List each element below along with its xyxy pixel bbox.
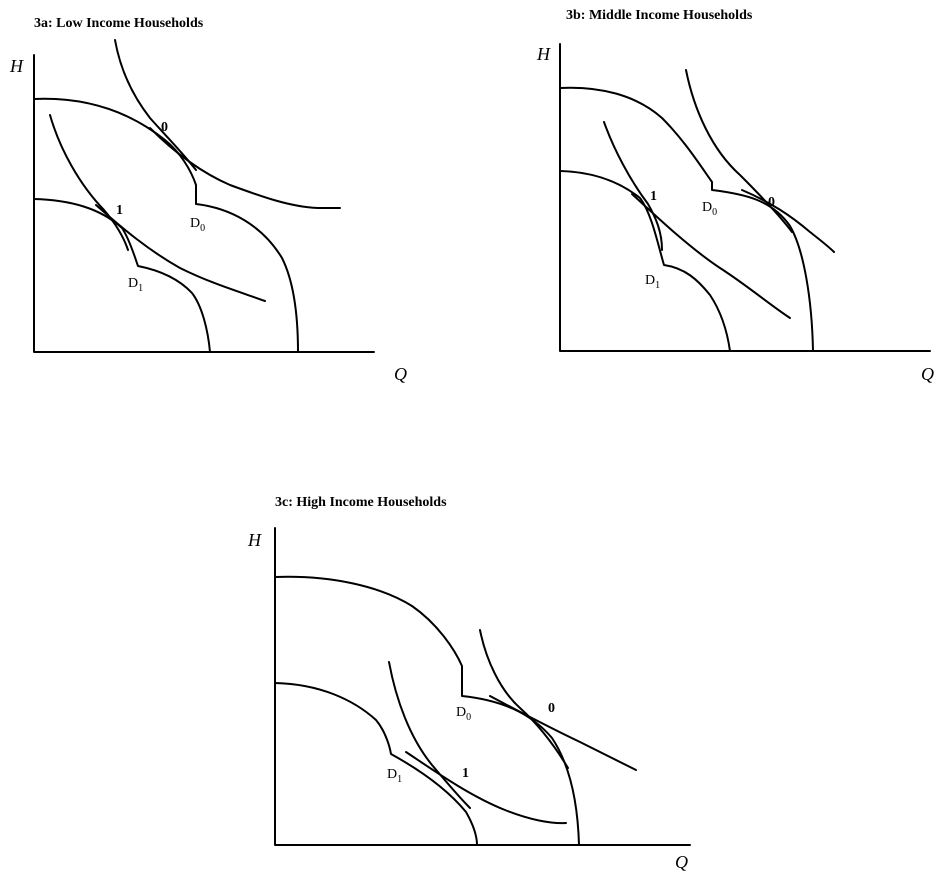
indifference-curve-steep-1 — [49, 114, 129, 251]
y-axis-label: H — [247, 530, 262, 550]
frontier-curve-1 — [33, 198, 211, 353]
frontier-curve-0 — [33, 97, 299, 353]
indifference-curve-flat-1 — [405, 751, 567, 825]
demand-label-d1: D1 — [387, 767, 402, 785]
indifference-curve-flat-0 — [489, 695, 637, 771]
axes — [33, 54, 375, 353]
indifference-curve-flat-0 — [149, 127, 341, 209]
equilibrium-label: 1 — [650, 189, 657, 204]
x-axis-label: Q — [675, 852, 688, 872]
equilibrium-label: 1 — [462, 766, 469, 781]
x-axis-label: Q — [921, 364, 934, 384]
y-axis-label: H — [9, 56, 24, 76]
demand-label-d0: D0 — [456, 705, 471, 723]
frontier-curve-1 — [274, 682, 478, 846]
axes — [274, 527, 691, 846]
frontier-curve-0 — [274, 575, 580, 846]
demand-label-d1: D1 — [645, 273, 660, 291]
indifference-curve-flat-1 — [95, 204, 266, 302]
indifference-curve-steep-0 — [114, 39, 197, 171]
indifference-curve-steep-0 — [479, 629, 569, 769]
demand-label-d0: D0 — [702, 200, 717, 218]
axes — [559, 43, 931, 352]
y-axis-label: H — [536, 44, 551, 64]
frontier-curve-0 — [559, 86, 814, 352]
panel-title: 3b: Middle Income Households — [566, 8, 753, 23]
indifference-curve-flat-1 — [631, 193, 791, 319]
indifference-curve-steep-1 — [388, 661, 471, 809]
x-axis-label: Q — [394, 364, 407, 384]
indifference-curve-steep-1 — [603, 121, 663, 251]
panel-title: 3c: High Income Households — [275, 495, 447, 510]
frontier-curve-1 — [559, 170, 731, 352]
demand-label-d0: D0 — [190, 216, 205, 234]
indifference-curve-steep-0 — [685, 69, 793, 233]
equilibrium-label: 0 — [768, 195, 775, 210]
equilibrium-label: 1 — [116, 203, 123, 218]
panel-3a: 3a: Low Income Households H Q 0 1 D0 D1 — [9, 16, 407, 384]
equilibrium-label: 0 — [161, 120, 168, 135]
indifference-curve-flat-0 — [741, 189, 835, 253]
panel-title: 3a: Low Income Households — [34, 16, 204, 31]
panel-3c: 3c: High Income Households H Q 0 1 D0 D1 — [247, 495, 691, 872]
panel-3b: 3b: Middle Income Households H Q 1 0 D0 … — [536, 8, 934, 384]
demand-label-d1: D1 — [128, 276, 143, 294]
equilibrium-label: 0 — [548, 701, 555, 716]
